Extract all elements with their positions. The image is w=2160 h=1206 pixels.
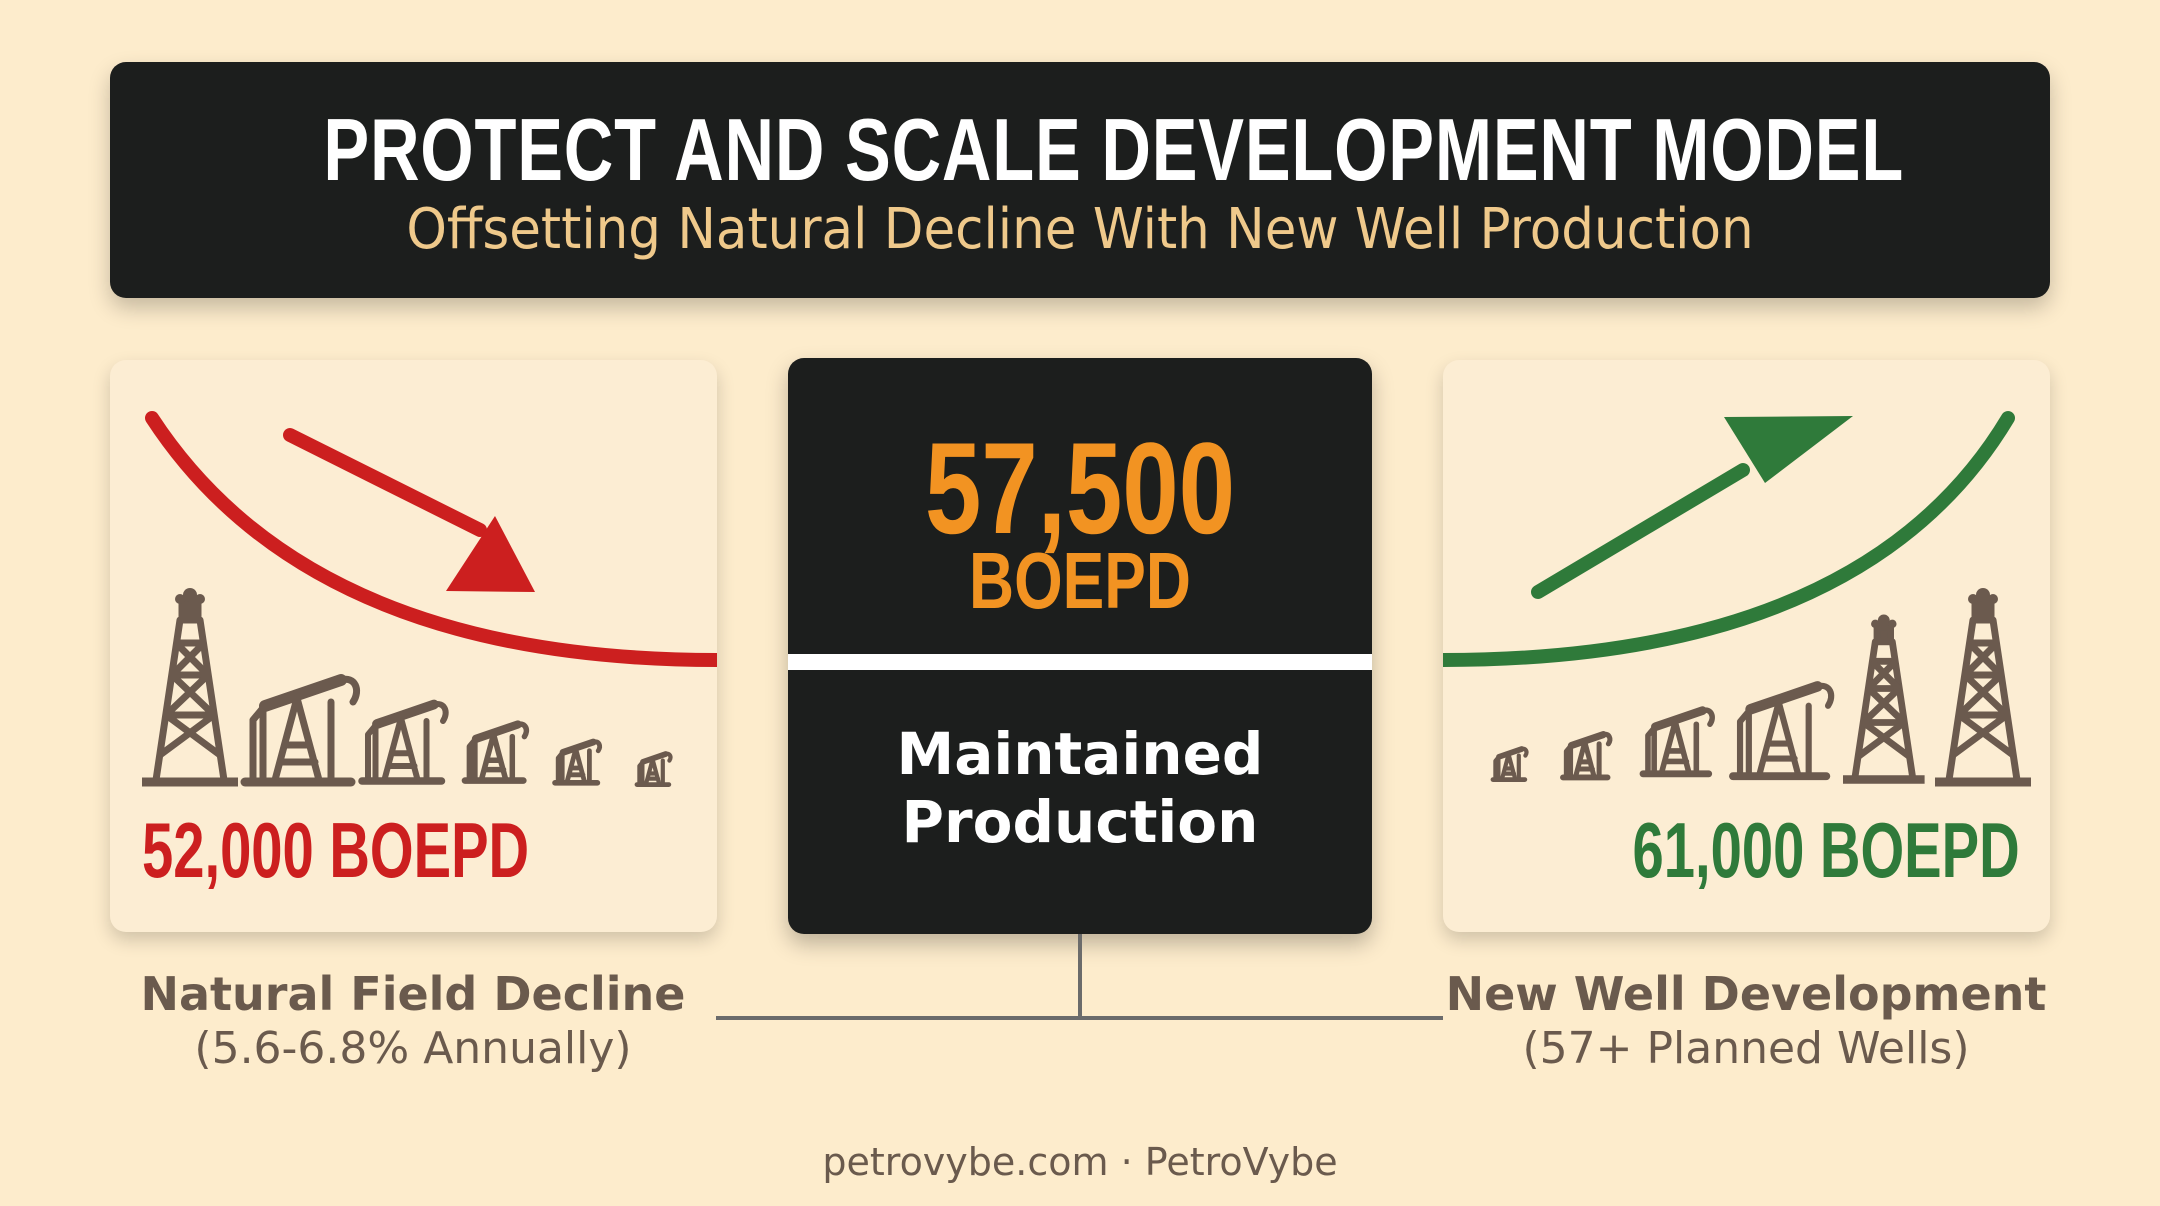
page-title: PROTECT AND SCALE DEVELOPMENT MODEL [323,100,1905,199]
label-line-2: Production [901,788,1259,856]
maintained-production-card: 57,500 BOEPD Maintained Production [788,358,1372,934]
decline-caption-title: Natural Field Decline [140,967,686,1021]
page-subtitle: Offsetting Natural Decline With New Well… [406,197,1754,262]
pumpjack-icon [461,720,530,784]
label-line-1: Maintained [896,720,1264,788]
decline-caption: Natural Field Decline (5.6-6.8% Annually… [63,966,763,1076]
growth-production-value: 61,000 BOEPD [1632,806,2020,894]
new-well-panel: 61,000 BOEPD [1443,360,2050,932]
pumpjack-icon [634,751,673,788]
growth-caption: New Well Development (57+ Planned Wells) [1396,966,2096,1076]
growth-arrow-head [1724,416,1853,483]
maintained-production-unit: BOEPD [969,536,1191,625]
header-banner: PROTECT AND SCALE DEVELOPMENT MODEL Offs… [110,62,2050,298]
pumpjack-icon [240,674,360,787]
decline-production-value: 52,000 BOEPD [142,806,530,894]
center-divider [788,654,1372,670]
growth-arrow-shaft [1531,463,1750,599]
growth-curve [1443,411,2015,667]
decline-arrow-shaft [283,428,487,537]
natural-decline-panel: 52,000 BOEPD [110,360,717,932]
pumpjack-icon [1639,706,1715,778]
derrick-icon [142,588,238,787]
growth-caption-title: New Well Development [1445,967,2047,1021]
pumpjack-icon [1490,746,1529,783]
decline-graphic [142,411,717,788]
growth-caption-sub: (57+ Planned Wells) [1522,1023,1970,1074]
pumpjack-icon [552,738,602,786]
derrick-icon [1935,588,2031,787]
derrick-icon [1843,614,1925,784]
pumpjack-icon [1729,681,1835,781]
decline-arrow-head [446,516,535,592]
maintained-production-number: 57,500 [924,415,1236,561]
pumpjack-icon [1560,731,1613,781]
footer-credit: petrovybe.com · PetroVybe [822,1140,1338,1184]
growth-graphic [1443,411,2031,787]
decline-curve [145,411,717,667]
pumpjack-icon [358,699,449,785]
decline-caption-sub: (5.6-6.8% Annually) [194,1023,632,1074]
maintained-production-label: Maintained Production [788,720,1372,856]
